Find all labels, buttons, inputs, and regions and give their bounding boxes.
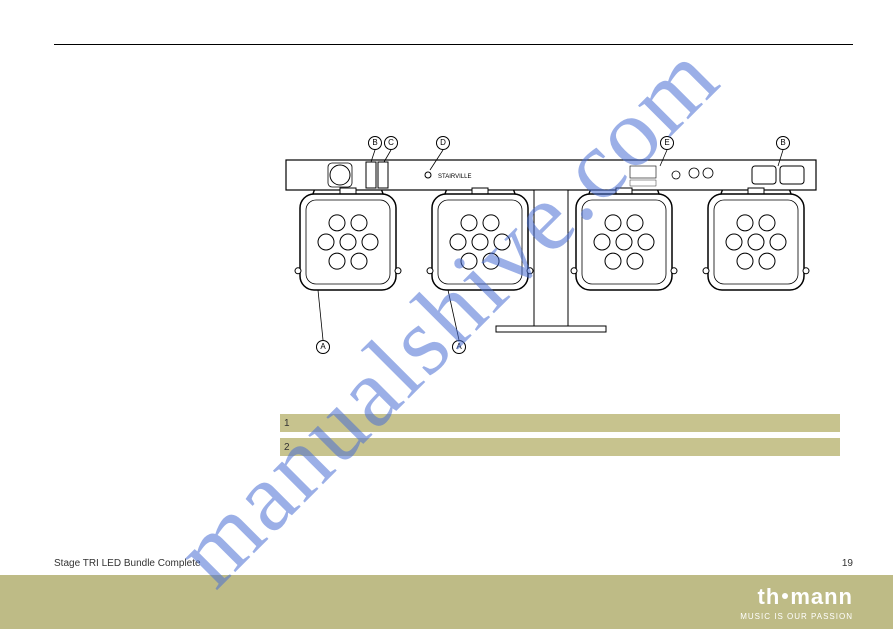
content-band-2: 2 — [280, 438, 840, 456]
footer-brand: thmann — [758, 584, 853, 610]
product-diagram: STAIRVILLE — [280, 140, 824, 360]
top-rule — [54, 44, 853, 45]
row-number: 2 — [280, 442, 306, 453]
par-unit — [571, 188, 677, 290]
bar-brand-label: STAIRVILLE — [438, 174, 471, 180]
brand-dot-icon — [782, 593, 788, 599]
page-number: 19 — [842, 558, 853, 569]
footer-tagline: MUSIC IS OUR PASSION — [740, 612, 853, 621]
par-unit — [295, 188, 401, 290]
table-row: 2 — [280, 438, 840, 456]
row-number: 1 — [280, 418, 306, 429]
callout-B: B — [368, 136, 382, 150]
footer-bar: thmann MUSIC IS OUR PASSION — [0, 575, 893, 629]
callout-C: C — [384, 136, 398, 150]
par-unit — [703, 188, 809, 290]
par-unit — [427, 188, 533, 290]
callout-A2: A — [452, 340, 466, 354]
content-band-1: 1 — [280, 414, 840, 432]
callout-E: E — [660, 136, 674, 150]
brand-left: th — [758, 584, 781, 609]
table-row: 1 — [280, 414, 840, 432]
callout-D: D — [436, 136, 450, 150]
callout-A: A — [316, 340, 330, 354]
callout-B2: B — [776, 136, 790, 150]
footer-model: Stage TRI LED Bundle Complete — [54, 558, 201, 569]
brand-right: mann — [790, 584, 853, 609]
